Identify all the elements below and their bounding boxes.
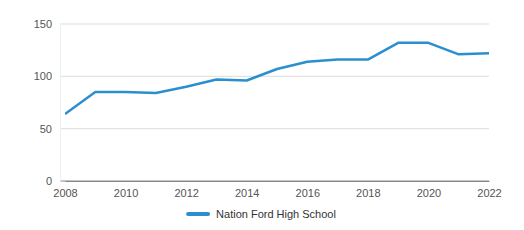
legend-label: Nation Ford High School [216, 208, 336, 220]
x-tick-label: 2016 [296, 187, 320, 199]
y-tick-label: 50 [40, 123, 52, 135]
y-axis: 0 50 100 150 [34, 18, 61, 187]
x-tick-label: 2018 [356, 187, 380, 199]
x-axis-line [66, 181, 490, 182]
grid-line [60, 24, 489, 25]
y-axis-line [60, 25, 61, 182]
x-tick-label: 2020 [417, 187, 441, 199]
grid [60, 24, 489, 181]
chart: 0 50 100 150 2008 2010 2012 2014 2016 2018 2020 202… [0, 0, 524, 230]
y-tick: 100 [34, 70, 60, 82]
x-tick: 2008 [53, 181, 77, 199]
series-line [65, 43, 489, 114]
y-tick: 50 [40, 123, 60, 135]
grid-line [60, 128, 489, 129]
grid-line [60, 76, 489, 77]
x-tick: 2016 [296, 181, 320, 199]
x-tick: 2018 [356, 181, 380, 199]
y-tick: 0 [46, 175, 60, 187]
x-tick: 2022 [477, 181, 501, 199]
y-tick: 150 [34, 18, 60, 30]
legend: Nation Ford High School [188, 208, 336, 220]
plot-area [65, 43, 489, 114]
x-tick-label: 2014 [235, 187, 259, 199]
x-tick: 2020 [417, 181, 441, 199]
x-tick-label: 2012 [174, 187, 198, 199]
x-tick-label: 2010 [114, 187, 138, 199]
y-tick-label: 0 [46, 175, 52, 187]
x-tick: 2010 [114, 181, 138, 199]
x-axis: 2008 2010 2012 2014 2016 2018 2020 2022 [53, 181, 501, 199]
grid-line [60, 181, 489, 182]
x-tick: 2014 [235, 181, 259, 199]
y-tick-label: 150 [34, 18, 52, 30]
x-tick: 2012 [174, 181, 198, 199]
legend-swatch [188, 212, 208, 216]
y-tick-label: 100 [34, 70, 52, 82]
x-tick-label: 2008 [53, 187, 77, 199]
x-tick-label: 2022 [477, 187, 501, 199]
